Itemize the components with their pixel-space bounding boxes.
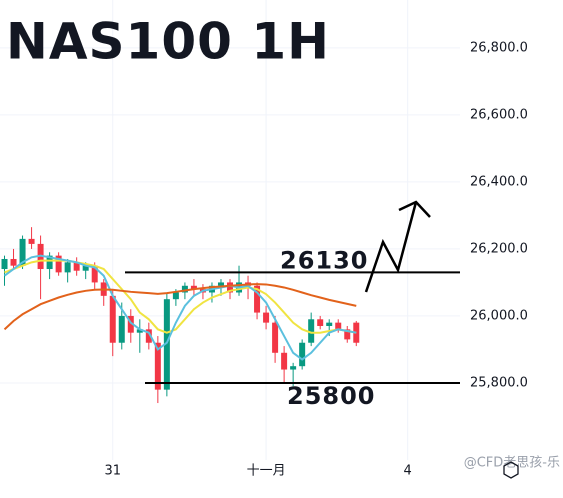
- candle-body: [46, 255, 53, 270]
- arrow-path: [364, 201, 418, 293]
- y-tick-label: 25,800.0: [470, 375, 528, 390]
- level-label: 25800: [287, 382, 376, 410]
- arrow: [364, 200, 431, 293]
- y-tick-label: 26,200.0: [470, 241, 528, 256]
- candle-body: [154, 342, 161, 390]
- candle-body: [353, 322, 360, 343]
- candle-body: [163, 299, 170, 390]
- candle-body: [172, 292, 179, 300]
- candle-body: [190, 285, 197, 290]
- candle-body: [91, 265, 98, 283]
- moving-average: [3, 254, 357, 361]
- candle-body: [290, 366, 297, 370]
- candle-body: [254, 285, 261, 313]
- candle-body: [118, 315, 125, 343]
- y-tick-label: 26,400.0: [470, 174, 528, 189]
- candle-body: [317, 319, 324, 326]
- candle-body: [308, 319, 315, 343]
- candle-body: [55, 255, 62, 273]
- candle-body: [1, 258, 8, 270]
- candle-body: [335, 322, 342, 330]
- x-tick-label: 31: [104, 464, 121, 479]
- candle-body: [344, 329, 351, 340]
- settings-icon[interactable]: [503, 461, 519, 479]
- candle-body: [127, 315, 134, 333]
- candle-body: [19, 238, 26, 266]
- x-tick-label: 4: [404, 464, 412, 479]
- candle-body: [82, 265, 89, 271]
- candle-body: [263, 312, 270, 323]
- candle-body: [28, 238, 35, 244]
- candle-body: [73, 262, 80, 271]
- candle-body: [10, 258, 17, 266]
- x-tick-label: 十一月: [247, 464, 286, 479]
- candle-body: [136, 329, 143, 333]
- candle-body: [227, 282, 233, 293]
- candle-body: [326, 322, 333, 326]
- arrow-head: [398, 200, 431, 218]
- icon-hexagon[interactable]: [503, 461, 519, 479]
- candle-body: [281, 352, 288, 370]
- y-tick-label: 26,000.0: [470, 308, 528, 323]
- candle-body: [109, 295, 116, 343]
- plot: 26,800.0 26,600.0 26,400.0 26,200.0 26,000.0…: [0, 0, 528, 479]
- y-tick-label: 26,800.0: [470, 40, 528, 55]
- y-tick-label: 26,600.0: [470, 107, 528, 122]
- candle-body: [272, 322, 279, 353]
- chart-title: NAS100 1H: [6, 13, 330, 71]
- candle-body: [299, 342, 306, 367]
- candle-body: [217, 282, 224, 286]
- moving-average: [3, 283, 357, 331]
- level-label: 26130: [280, 246, 369, 274]
- candle-body: [181, 285, 188, 293]
- candle-body: [64, 262, 71, 273]
- candle-body: [145, 329, 152, 343]
